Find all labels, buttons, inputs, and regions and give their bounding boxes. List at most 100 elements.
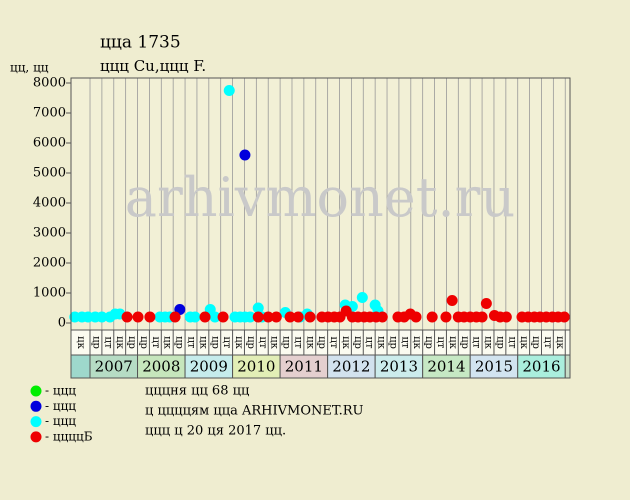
year-cell <box>70 354 91 379</box>
data-point <box>262 311 274 323</box>
year-label: 2016 <box>522 358 560 376</box>
quarter-label: цт <box>364 337 375 349</box>
quarter-label: цк <box>447 336 458 349</box>
legend-marker <box>30 385 42 397</box>
data-point <box>376 311 388 323</box>
quarter-label: цр <box>423 336 434 349</box>
data-point <box>189 311 201 323</box>
data-point <box>244 311 256 323</box>
data-point <box>144 311 156 323</box>
y-tick-label: 3000 <box>33 226 66 241</box>
data-point <box>292 311 304 323</box>
quarter-label: цр <box>459 336 470 349</box>
data-point <box>476 311 488 323</box>
plot-area <box>71 78 570 330</box>
quarter-label: цт <box>328 337 339 349</box>
quarter-label: цр <box>245 336 256 349</box>
quarter-label: цт <box>435 337 446 349</box>
y-tick-label: 0 <box>58 316 66 331</box>
data-point <box>500 311 512 323</box>
chart-subtitle: ццц Cu,ццц F. <box>100 57 206 75</box>
quarter-label: цт <box>506 337 517 349</box>
legend-label: - ццц <box>45 384 76 398</box>
quarter-label: цр <box>209 336 220 349</box>
year-cell <box>564 354 571 379</box>
data-point <box>356 292 368 303</box>
data-point <box>480 298 492 309</box>
year-label: 2007 <box>95 358 133 376</box>
year-label: 2010 <box>237 358 275 376</box>
y-tick-label: 6000 <box>33 136 66 151</box>
quarter-label: цр <box>352 336 363 349</box>
y-axis-label: цц, цц <box>10 61 49 75</box>
data-point <box>446 295 458 306</box>
data-point <box>96 311 108 323</box>
data-point <box>217 311 229 323</box>
data-point <box>132 311 144 323</box>
data-point <box>199 311 211 323</box>
y-tick-label: 2000 <box>33 256 66 271</box>
quarter-label: цр <box>138 336 149 349</box>
y-tick-label: 7000 <box>33 106 66 121</box>
year-label: 2008 <box>142 358 180 376</box>
quarter-label: цк <box>340 336 351 349</box>
quarter-label: цк <box>304 336 315 349</box>
quarter-label: цр <box>126 336 137 349</box>
data-point <box>169 311 181 323</box>
legend-label: - ццц <box>45 414 76 428</box>
data-point <box>270 311 282 323</box>
quarter-label: цт <box>102 337 113 349</box>
year-label: 2013 <box>380 358 418 376</box>
quarter-label: цт <box>257 337 268 349</box>
y-tick-label: 4000 <box>33 196 66 211</box>
legend-marker <box>30 416 42 428</box>
quarter-label: цт <box>221 337 232 349</box>
quarter-label: цк <box>411 336 422 349</box>
year-label: 2014 <box>427 358 465 376</box>
quarter-label: цт <box>292 337 303 349</box>
quarter-label: цр <box>530 336 541 349</box>
data-point <box>252 302 264 314</box>
quarter-label: цр <box>387 336 398 349</box>
data-point <box>440 311 452 323</box>
legend-label: - ццц <box>45 399 76 413</box>
year-label: 2011 <box>285 358 323 376</box>
data-point <box>426 311 438 323</box>
data-point <box>410 311 422 323</box>
quarter-label: цк <box>269 336 280 349</box>
legend-label: - ццццБ <box>45 429 93 443</box>
watermark: arhivmonet.ru <box>125 166 515 229</box>
quarter-label: цт <box>471 337 482 349</box>
y-tick-label: 5000 <box>33 166 66 181</box>
data-point <box>121 311 133 323</box>
year-label: 2015 <box>475 358 513 376</box>
data-point <box>304 311 316 323</box>
data-point <box>252 311 264 323</box>
quarter-label: цр <box>281 336 292 349</box>
quarter-label: цк <box>75 336 86 349</box>
quarter-label: цк <box>162 336 173 349</box>
data-point <box>223 85 235 96</box>
quarter-label: цк <box>518 336 529 349</box>
quarter-label: цт <box>185 337 196 349</box>
quarter-label: цр <box>316 336 327 349</box>
quarter-label: цт <box>542 337 553 349</box>
quarter-label: цк <box>233 336 244 349</box>
quarter-label: цк <box>483 336 494 349</box>
data-point <box>284 311 296 323</box>
y-tick-label: 8000 <box>33 76 66 91</box>
note: ццц ц 20 ця 2017 цц. <box>145 424 286 439</box>
data-point <box>558 311 570 323</box>
quarter-label: цк <box>114 336 125 349</box>
quarter-label: цт <box>399 337 410 349</box>
year-label: 2009 <box>190 358 228 376</box>
quarter-label: цр <box>90 336 101 349</box>
note: ц ццццям цца ARHIVMONET.RU <box>145 404 364 419</box>
quarter-label: цк <box>376 336 387 349</box>
legend-marker <box>30 431 42 443</box>
quarter-label: цр <box>174 336 185 349</box>
year-label: 2012 <box>332 358 370 376</box>
data-point <box>209 311 221 323</box>
quarter-label: цт <box>150 337 161 349</box>
